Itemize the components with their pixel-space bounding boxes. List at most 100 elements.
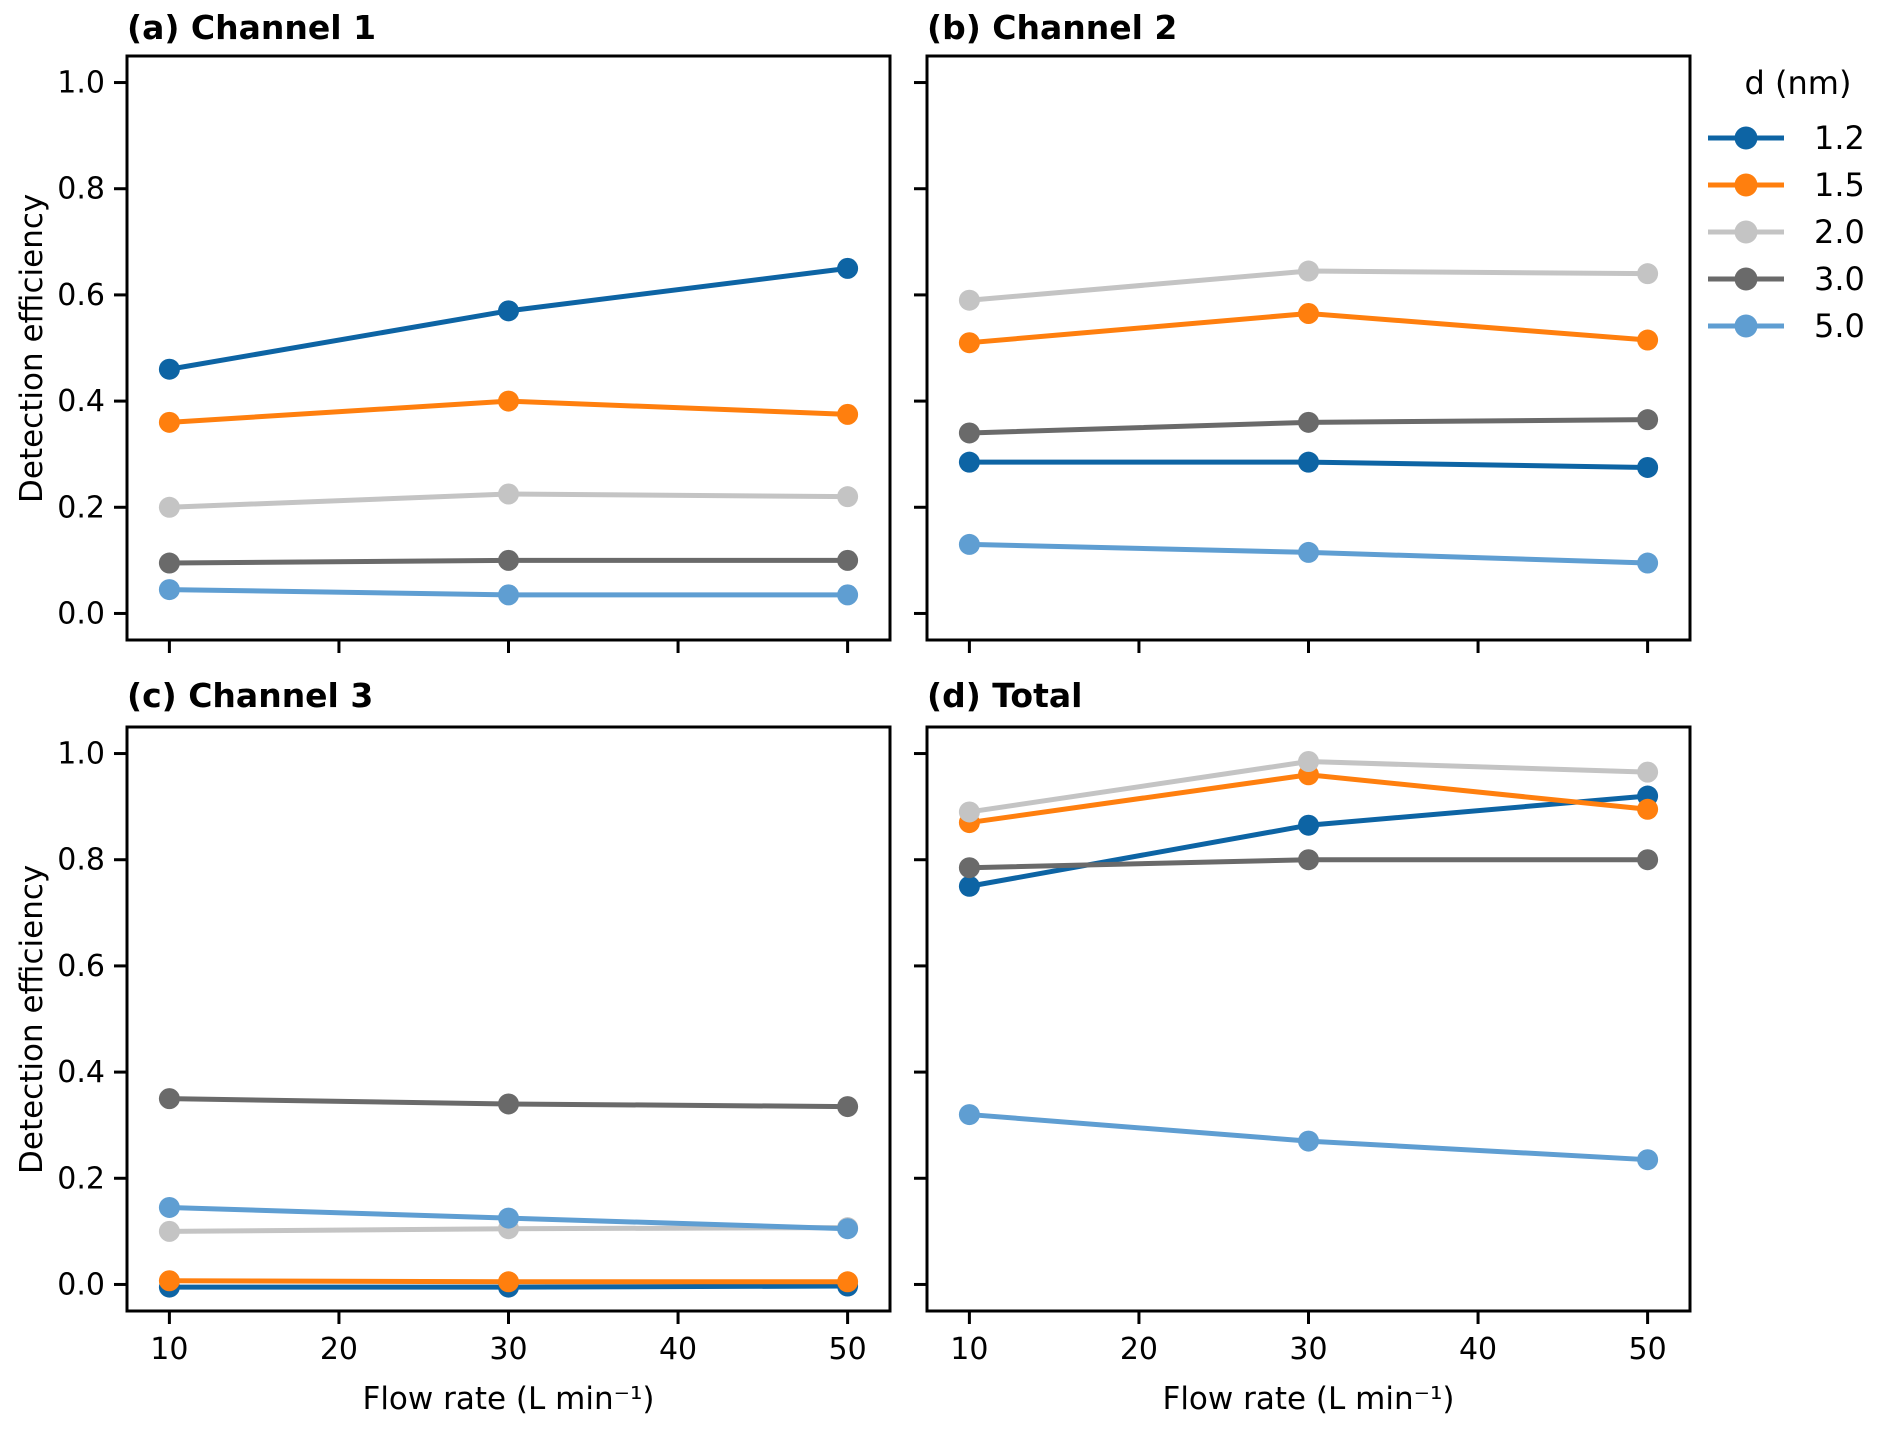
data-point bbox=[1298, 814, 1319, 836]
data-point bbox=[958, 801, 980, 823]
x-tick-label: 10 bbox=[150, 1332, 188, 1367]
data-point bbox=[837, 1218, 859, 1240]
legend-item: 3.0 bbox=[1706, 255, 1890, 302]
data-point bbox=[158, 358, 180, 380]
legend-item: 1.2 bbox=[1706, 114, 1890, 161]
data-point bbox=[498, 1207, 519, 1229]
data-point bbox=[158, 552, 180, 574]
data-point bbox=[498, 1093, 519, 1115]
data-point bbox=[498, 390, 519, 412]
x-tick-label: 10 bbox=[950, 1332, 988, 1367]
data-point bbox=[837, 486, 859, 508]
data-point bbox=[837, 1096, 859, 1118]
data-point bbox=[958, 332, 980, 354]
panel-a-title: (a) Channel 1 bbox=[127, 8, 377, 47]
panel-d-plot: 10 20 30 40 50 bbox=[914, 725, 1692, 1367]
x-axis-label-left: Flow rate (L min⁻¹) bbox=[362, 1381, 655, 1417]
data-point bbox=[1637, 761, 1659, 783]
data-point bbox=[498, 300, 519, 322]
x-tick-label: 40 bbox=[1459, 1332, 1497, 1367]
panel-d-title: (d) Total bbox=[927, 676, 1083, 715]
x-axis-label-right: Flow rate (L min⁻¹) bbox=[1162, 1381, 1455, 1417]
legend-label: 2.0 bbox=[1814, 212, 1865, 251]
y-axis-label-bottom: Detection efficiency bbox=[14, 864, 50, 1174]
legend-label: 3.0 bbox=[1814, 259, 1865, 298]
data-point bbox=[1298, 260, 1319, 282]
data-point bbox=[1298, 302, 1319, 324]
data-point bbox=[1298, 451, 1319, 473]
y-axis-label-top: Detection efficiency bbox=[14, 193, 50, 503]
data-point bbox=[1298, 411, 1319, 433]
data-point bbox=[1637, 456, 1659, 478]
legend-item: 1.5 bbox=[1706, 161, 1890, 208]
legend: d (nm) 1.2 1.5 2.0 3.0 5.0 bbox=[1706, 64, 1890, 349]
panel-b-plot bbox=[914, 54, 1692, 653]
data-point bbox=[837, 549, 859, 571]
legend-marker-icon bbox=[1708, 220, 1784, 243]
data-point bbox=[498, 1271, 519, 1293]
y-tick-label: 0.4 bbox=[57, 384, 105, 419]
y-tick-label: 0.0 bbox=[57, 596, 105, 631]
legend-marker-icon bbox=[1708, 314, 1784, 337]
legend-item: 2.0 bbox=[1706, 208, 1890, 255]
panel-c-title: (c) Channel 3 bbox=[127, 676, 374, 715]
y-tick-label: 0.8 bbox=[57, 843, 105, 878]
legend-title: d (nm) bbox=[1744, 64, 1852, 102]
data-point bbox=[1637, 552, 1659, 574]
x-tick-label: 50 bbox=[829, 1332, 867, 1367]
data-point bbox=[498, 483, 519, 505]
data-point bbox=[1637, 329, 1659, 351]
data-point bbox=[158, 1270, 180, 1292]
data-point bbox=[958, 289, 980, 311]
x-tick-label: 30 bbox=[1289, 1332, 1327, 1367]
legend-marker-icon bbox=[1708, 173, 1784, 196]
data-point bbox=[1637, 409, 1659, 431]
x-tick-label: 30 bbox=[489, 1332, 527, 1367]
legend-label: 1.2 bbox=[1814, 118, 1865, 157]
y-tick-label: 0.6 bbox=[57, 949, 105, 984]
data-point bbox=[1637, 798, 1659, 820]
y-tick-label: 0.2 bbox=[57, 1161, 105, 1196]
data-point bbox=[158, 496, 180, 518]
data-point bbox=[158, 579, 180, 601]
data-point bbox=[837, 403, 859, 425]
legend-label: 5.0 bbox=[1814, 306, 1865, 345]
legend-marker-icon bbox=[1708, 126, 1784, 149]
y-tick-label: 0.0 bbox=[57, 1267, 105, 1302]
data-point bbox=[1298, 541, 1319, 563]
data-point bbox=[837, 584, 859, 606]
legend-item: 5.0 bbox=[1706, 302, 1890, 349]
data-point bbox=[1298, 1130, 1319, 1152]
panel-b-title: (b) Channel 2 bbox=[927, 8, 1178, 47]
data-point bbox=[958, 875, 980, 897]
data-point bbox=[498, 584, 519, 606]
data-point bbox=[158, 411, 180, 433]
data-point bbox=[958, 422, 980, 444]
data-point bbox=[958, 1104, 980, 1126]
data-point bbox=[1637, 263, 1659, 285]
y-tick-label: 1.0 bbox=[57, 737, 105, 772]
data-point bbox=[1298, 751, 1319, 773]
x-tick-label: 40 bbox=[659, 1332, 697, 1367]
x-tick-label: 20 bbox=[1120, 1332, 1158, 1367]
legend-label: 1.5 bbox=[1814, 165, 1865, 204]
panel-a-plot: 0.0 0.2 0.4 0.6 0.8 1.0 bbox=[57, 54, 892, 653]
data-point bbox=[958, 451, 980, 473]
data-point bbox=[958, 533, 980, 555]
y-tick-label: 0.4 bbox=[57, 1055, 105, 1090]
x-tick-label: 20 bbox=[320, 1332, 358, 1367]
data-point bbox=[837, 257, 859, 279]
data-point bbox=[1298, 849, 1319, 871]
panel-c-plot: 10 20 30 40 50 0.0 0.2 0.4 0.6 0.8 1.0 bbox=[57, 725, 892, 1367]
data-point bbox=[158, 1088, 180, 1110]
y-tick-label: 1.0 bbox=[57, 66, 105, 101]
x-tick-label: 50 bbox=[1629, 1332, 1667, 1367]
data-point bbox=[1637, 1149, 1659, 1171]
data-point bbox=[498, 549, 519, 571]
data-point bbox=[158, 1220, 180, 1242]
y-tick-label: 0.2 bbox=[57, 490, 105, 525]
y-tick-label: 0.6 bbox=[57, 278, 105, 313]
legend-marker-icon bbox=[1708, 267, 1784, 290]
data-point bbox=[1637, 849, 1659, 871]
